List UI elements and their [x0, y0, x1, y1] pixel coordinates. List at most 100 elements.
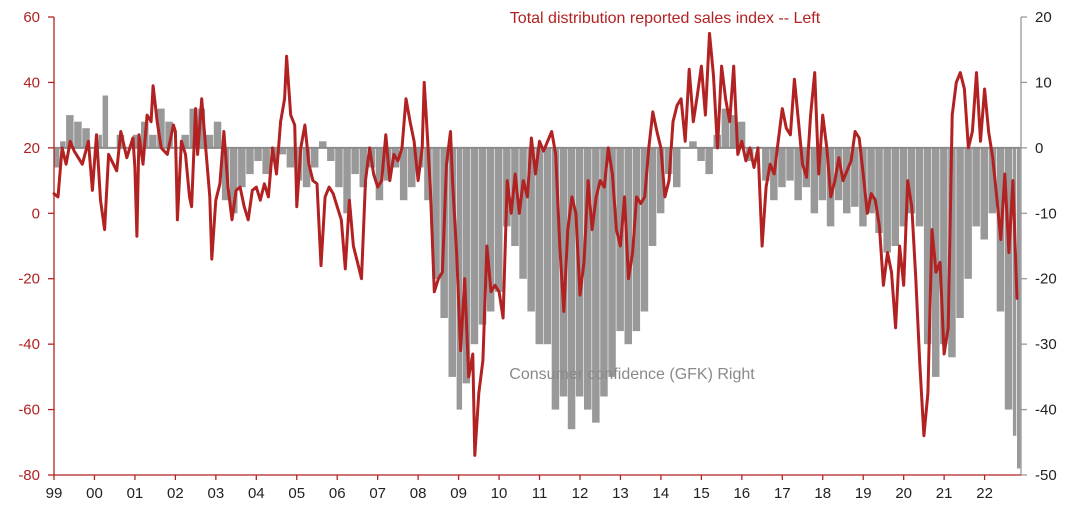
x-tick-label: 03 [207, 485, 224, 502]
confidence-bar [980, 147, 988, 240]
confidence-bar [972, 147, 980, 227]
confidence-bar [640, 147, 649, 312]
confidence-bar [197, 108, 206, 148]
x-tick-label: 11 [532, 485, 548, 502]
confidence-bar [584, 147, 592, 410]
right-tick-label: -10 [1035, 205, 1057, 222]
confidence-bar [875, 147, 883, 233]
confidence-bar [762, 147, 770, 181]
confidence-bar [551, 147, 560, 410]
x-tick-label: 12 [572, 485, 589, 502]
confidence-bar [238, 147, 246, 188]
confidence-bar [600, 147, 608, 397]
right-tick-label: 10 [1035, 74, 1052, 91]
confidence-bar [899, 147, 908, 227]
left-tick-label: 40 [23, 74, 40, 91]
confidence-bar [923, 147, 932, 345]
left-tick-label: -60 [18, 402, 40, 419]
confidence-bar [697, 147, 705, 161]
confidence-bar [956, 147, 964, 318]
confidence-bar [408, 147, 416, 188]
confidence-bar [286, 147, 295, 168]
right-tick-label: -40 [1035, 402, 1057, 419]
confidence-bar [335, 147, 343, 188]
confidence-bar [189, 108, 197, 148]
sales-series-label: Total distribution reported sales index … [510, 10, 821, 27]
left-tick-label: 20 [23, 140, 40, 157]
confidence-bar [794, 147, 802, 201]
confidence-bar [608, 147, 616, 377]
x-tick-label: 10 [491, 485, 508, 502]
x-tick-label: 19 [855, 485, 872, 502]
confidence-bar [278, 147, 287, 155]
confidence-bar [157, 108, 165, 148]
confidence-bar [867, 147, 875, 214]
x-tick-label: 13 [612, 485, 629, 502]
confidence-bar [964, 147, 972, 279]
x-tick-label: 08 [410, 485, 427, 502]
confidence-bar [343, 147, 351, 214]
confidence-bar [470, 147, 479, 345]
confidence-bar [859, 147, 867, 227]
confidence-bar [478, 147, 487, 325]
x-tick-label: 20 [895, 485, 912, 502]
x-tick-label: 18 [814, 485, 831, 502]
confidence-bar [527, 147, 535, 312]
confidence-bar [246, 147, 254, 175]
confidence-bar [54, 147, 60, 168]
confidence-bar [988, 147, 997, 214]
confidence-bar [745, 147, 754, 161]
confidence-bar [648, 147, 657, 246]
left-tick-label: -80 [18, 467, 40, 484]
right-tick-label: 20 [1035, 9, 1052, 26]
confidence-bar [810, 147, 819, 214]
x-tick-label: 01 [127, 485, 144, 502]
confidence-bar [262, 147, 270, 175]
confidence-bar [165, 121, 173, 148]
confidence-bar [891, 147, 899, 246]
confidence-bar [673, 147, 681, 188]
confidence-bar [940, 147, 948, 345]
annotations-group: Total distribution reported sales index … [509, 10, 820, 383]
confidence-bar [1017, 147, 1021, 469]
x-tick-label: 99 [46, 485, 63, 502]
confidence-bar [915, 147, 924, 227]
confidence-bar [778, 147, 786, 188]
x-tick-label: 21 [936, 485, 953, 502]
confidence-bar [254, 147, 262, 161]
confidence-bar [375, 147, 384, 201]
axes-group: 60 40 20 0 -20 -40 -60 -80 20 10 0 -10 -20 -30 -40 -50 9… [18, 9, 1056, 502]
confidence-bar [456, 147, 463, 410]
confidence-bar [462, 147, 471, 384]
x-tick-label: 02 [167, 485, 184, 502]
confidence-bar [907, 147, 916, 214]
confidence-bar [664, 147, 673, 175]
left-tick-label: 0 [32, 205, 40, 222]
confidence-bar [448, 147, 456, 377]
sales-line [52, 31, 1019, 457]
confidence-bar [632, 147, 641, 332]
confidence-bar [851, 147, 859, 207]
left-tick-label: -20 [18, 271, 40, 288]
x-tick-label: 16 [733, 485, 750, 502]
confidence-bar [592, 147, 600, 423]
confidence-bar [567, 147, 576, 430]
x-tick-label: 07 [369, 485, 386, 502]
confidence-bar [302, 147, 311, 188]
confidence-bar [948, 147, 956, 358]
confidence-bar [559, 147, 568, 397]
x-tick-label: 22 [976, 485, 993, 502]
x-tick-label: 17 [774, 485, 791, 502]
confidence-bar [230, 147, 238, 214]
confidence-bar [729, 115, 738, 148]
x-tick-label: 04 [248, 485, 265, 502]
confidence-bar [1012, 147, 1017, 436]
confidence-bar [132, 134, 141, 148]
confidence-bar [543, 147, 552, 345]
confidence-bar [181, 134, 189, 148]
confidence-bar [535, 147, 543, 345]
confidence-bar [818, 147, 827, 201]
confidence-bar [786, 147, 794, 181]
confidence-bar [843, 147, 851, 214]
